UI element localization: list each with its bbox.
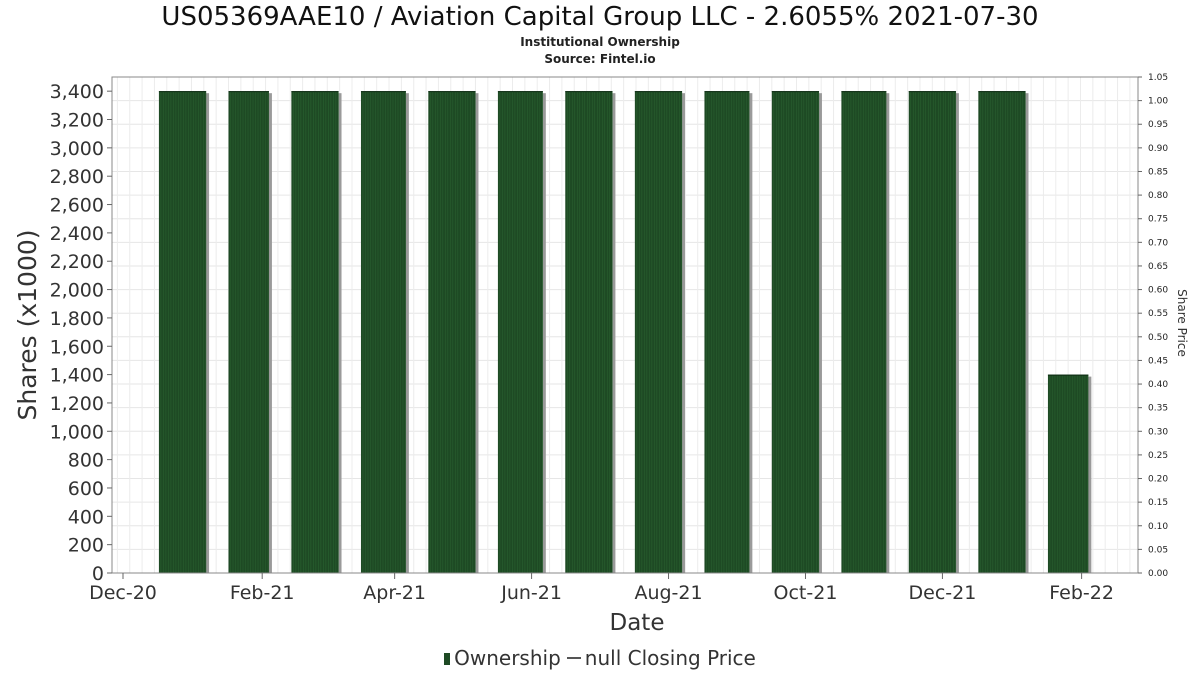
y-tick-label: 2,800 — [50, 166, 104, 188]
y-tick-label: 1,000 — [50, 421, 104, 443]
y2-tick-label: 1.05 — [1148, 73, 1168, 83]
y2-tick-label: 0.50 — [1148, 333, 1168, 343]
y-tick-label: 1,600 — [50, 336, 104, 358]
y-tick-label: 3,200 — [50, 110, 104, 132]
y-tick-label: 0 — [92, 563, 104, 585]
y-tick-label: 2,200 — [50, 251, 104, 273]
x-tick-label: Dec-21 — [909, 582, 977, 604]
y2-tick-label: 0.70 — [1148, 238, 1168, 248]
legend-closing-price-label: null Closing Price — [584, 646, 756, 670]
y2-tick-label: 0.20 — [1148, 475, 1168, 485]
y2-tick-label: 0.25 — [1148, 451, 1168, 461]
y2-tick-label: 0.75 — [1148, 215, 1168, 225]
plot-frame — [111, 76, 1139, 574]
ownership-bar — [704, 91, 750, 574]
y-tick-label: 1,200 — [50, 393, 104, 415]
closing-price-legend-line — [566, 657, 581, 659]
x-tick-label: Feb-21 — [230, 582, 295, 604]
chart-subtitle: Institutional Ownership — [520, 35, 680, 49]
chart-source: Source: Fintel.io — [544, 52, 656, 66]
y-tick-label: 800 — [68, 450, 104, 472]
y-tick-label: 1,800 — [50, 308, 104, 330]
y-tick-label: 1,400 — [50, 365, 104, 387]
x-tick-label: Feb-22 — [1049, 582, 1114, 604]
x-tick-label: Aug-21 — [634, 582, 702, 604]
legend-ownership-label: Ownership — [454, 646, 561, 670]
y2-tick-label: 0.95 — [1148, 120, 1168, 130]
y2-tick-label: 0.10 — [1148, 522, 1168, 532]
y2-tick-label: 0.45 — [1148, 356, 1168, 366]
y2-tick-label: 0.80 — [1148, 191, 1168, 201]
y2-tick-label: 0.30 — [1148, 427, 1168, 437]
ownership-bar — [360, 91, 406, 574]
y-tick-label: 2,000 — [50, 280, 104, 302]
y2-tick-label: 0.05 — [1148, 545, 1168, 555]
x-tick-label: Oct-21 — [774, 582, 838, 604]
y2-tick-label: 0.85 — [1148, 167, 1168, 177]
ownership-bar — [841, 91, 887, 574]
chart-title: US05369AAE10 / Aviation Capital Group LL… — [161, 2, 1039, 32]
ownership-bar — [497, 91, 543, 574]
y-tick-label: 2,400 — [50, 223, 104, 245]
y-tick-label: 600 — [68, 478, 104, 500]
y2-tick-label: 1.00 — [1148, 97, 1168, 107]
ownership-legend-swatch — [444, 653, 451, 665]
y-tick-label: 2,600 — [50, 195, 104, 217]
x-tick-label: Dec-20 — [89, 582, 157, 604]
chart-legend: Ownership null Closing Price — [0, 646, 1200, 670]
y-tick-label: 400 — [68, 506, 104, 528]
y2-tick-label: 0.60 — [1148, 286, 1168, 296]
plot-area — [112, 77, 1138, 573]
x-tick-label: Apr-21 — [363, 582, 426, 604]
y2-tick-label: 0.55 — [1148, 309, 1168, 319]
y2-tick-label: 0.90 — [1148, 144, 1168, 154]
y-tick-label: 200 — [68, 535, 104, 557]
y2-tick-label: 0.00 — [1148, 569, 1168, 579]
y2-tick-label: 0.65 — [1148, 262, 1168, 272]
y-axis-title: Shares (x1000) — [13, 229, 42, 420]
y2-axis-title: Share Price — [1175, 289, 1189, 357]
y-tick-label: 3,000 — [50, 138, 104, 160]
y-tick-label: 3,400 — [50, 81, 104, 103]
x-tick-label: Jun-21 — [500, 582, 562, 604]
y2-tick-label: 0.15 — [1148, 498, 1168, 508]
ownership-chart: 0 200 400 600 800 1,000 1,200 1,400 1,600 1,800 2,… — [13, 73, 1189, 636]
y2-tick-label: 0.40 — [1148, 380, 1168, 390]
x-axis-title: Date — [610, 610, 665, 636]
y2-tick-label: 0.35 — [1148, 404, 1168, 414]
